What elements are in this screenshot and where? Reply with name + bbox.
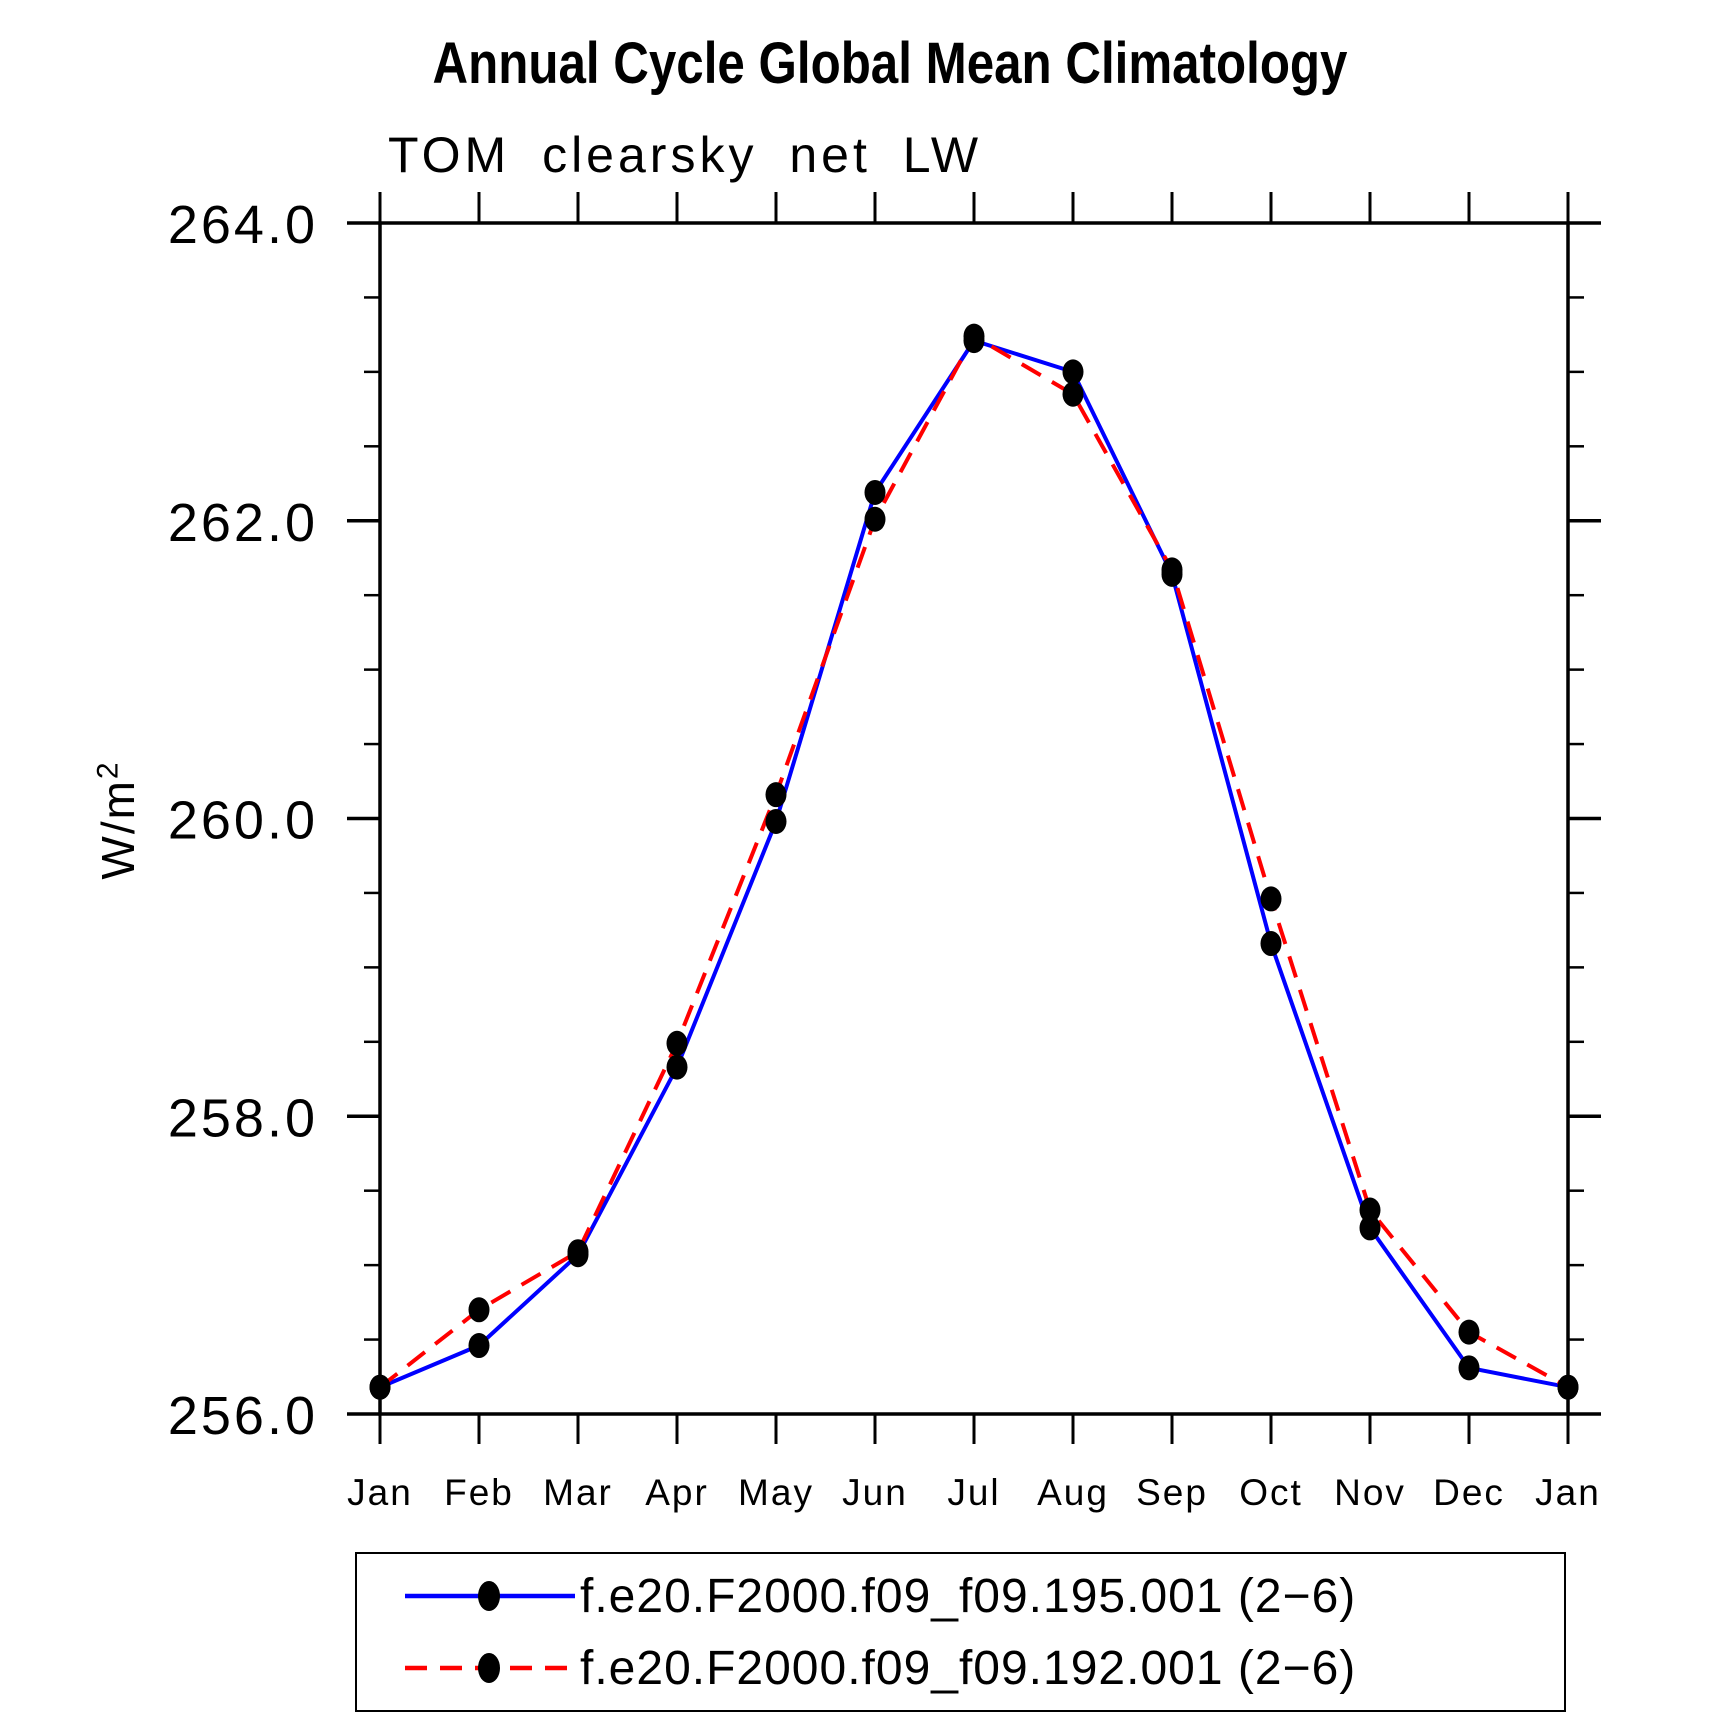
x-tick-label: Jul	[947, 1472, 1000, 1513]
data-point-marker	[1359, 1197, 1381, 1223]
chart-subtitle: TOM clearsky net LW	[388, 127, 983, 183]
data-point-marker	[765, 782, 787, 808]
series-line-dashed	[378, 334, 1569, 1389]
chart-title: Annual Cycle Global Mean Climatology	[432, 31, 1348, 96]
data-point-marker	[1359, 1215, 1381, 1241]
x-tick-label: Jun	[842, 1472, 908, 1513]
x-tick-label: Oct	[1239, 1472, 1303, 1513]
x-tick-label: May	[738, 1472, 814, 1513]
data-point-marker	[963, 323, 985, 349]
x-tick-label: Nov	[1334, 1472, 1406, 1513]
x-tick-label: Dec	[1433, 1472, 1505, 1513]
y-tick-label: 264.0	[168, 195, 318, 255]
legend-label: f.e20.F2000.f09_f09.192.001 (2−6)	[580, 1641, 1357, 1695]
data-point-marker	[468, 1333, 490, 1359]
x-tick-label: Jan	[347, 1472, 413, 1513]
legend-marker-icon	[478, 1653, 500, 1683]
x-tick-label: Mar	[543, 1472, 613, 1513]
data-point-marker	[864, 506, 886, 532]
data-point-marker	[1458, 1355, 1480, 1381]
y-tick-label: 258.0	[168, 1088, 318, 1148]
data-point-marker	[1062, 381, 1084, 407]
legend-line-sample	[405, 1581, 575, 1611]
x-tick-label: Sep	[1136, 1472, 1208, 1513]
data-point-marker	[369, 1374, 391, 1400]
x-tick-label: Jan	[1535, 1472, 1601, 1513]
data-point-marker	[1062, 359, 1084, 385]
legend: f.e20.F2000.f09_f09.195.001 (2−6) f.e20.…	[355, 1552, 1566, 1712]
y-tick-label: 256.0	[168, 1386, 318, 1446]
data-point-marker	[666, 1030, 688, 1056]
data-point-marker	[1260, 886, 1282, 912]
data-point-marker	[567, 1239, 589, 1265]
legend-item: f.e20.F2000.f09_f09.195.001 (2−6)	[404, 1564, 1564, 1628]
data-point-marker	[1458, 1319, 1480, 1345]
data-point-marker	[666, 1054, 688, 1080]
data-point-marker	[468, 1297, 490, 1323]
x-tick-label: Apr	[645, 1472, 709, 1513]
y-tick-label: 262.0	[168, 493, 318, 553]
x-tick-label: Feb	[444, 1472, 514, 1513]
legend-marker-icon	[478, 1581, 500, 1611]
legend-item: f.e20.F2000.f09_f09.192.001 (2−6)	[404, 1636, 1564, 1700]
data-point-marker	[864, 479, 886, 505]
data-point-marker	[1161, 557, 1183, 583]
data-point-marker	[765, 808, 787, 834]
series-line-solid	[379, 338, 1569, 1390]
data-point-marker	[1557, 1374, 1579, 1400]
legend-line-sample	[405, 1653, 575, 1683]
data-point-marker	[1260, 931, 1282, 957]
y-tick-label: 260.0	[168, 791, 318, 851]
legend-label: f.e20.F2000.f09_f09.195.001 (2−6)	[580, 1569, 1357, 1623]
x-tick-label: Aug	[1037, 1472, 1109, 1513]
